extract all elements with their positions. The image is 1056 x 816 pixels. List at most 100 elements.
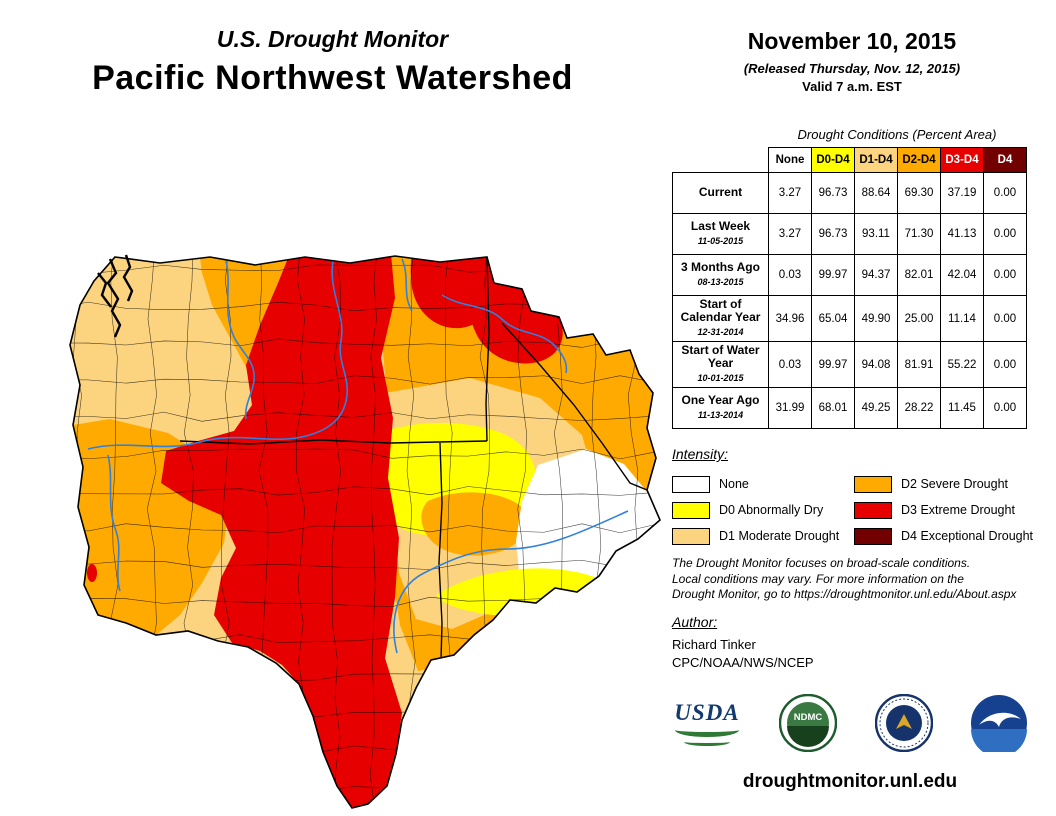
- value-cell: 71.30: [897, 213, 941, 255]
- row-label-date: 10-01-2015: [697, 373, 744, 383]
- usda-logo: USDA: [672, 700, 742, 746]
- disclaimer-line: Local conditions may vary. For more info…: [672, 571, 964, 586]
- agency-logos: USDA NDMC: [668, 694, 1032, 752]
- col-header-d2d4: D2-D4: [897, 147, 941, 173]
- col-header-d4: D4: [983, 147, 1027, 173]
- legend-item-d4: D4 Exceptional Drought: [854, 523, 1034, 549]
- value-cell: 0.00: [983, 295, 1027, 342]
- legend-swatch-d0: [672, 501, 710, 519]
- legend-swatch-d1: [672, 527, 710, 545]
- row-label: Start of Water Year 10-01-2015: [672, 341, 769, 388]
- value-cell: 3.27: [768, 172, 812, 214]
- value-cell: 0.00: [983, 213, 1027, 255]
- disclaimer-line: The Drought Monitor focuses on broad-sca…: [672, 556, 971, 570]
- value-cell: 94.08: [854, 341, 898, 388]
- noaa-sea: [970, 729, 1027, 752]
- value-cell: 25.00: [897, 295, 941, 342]
- value-cell: 49.25: [854, 387, 898, 429]
- table-caption: Drought Conditions (Percent Area): [797, 127, 997, 142]
- report-date: November 10, 2015: [747, 28, 957, 54]
- author-org: CPC/NOAA/NWS/NCEP: [672, 655, 814, 670]
- value-cell: 88.64: [854, 172, 898, 214]
- commerce-seal-logo: [874, 694, 933, 752]
- noaa-gull-icon: [978, 712, 1021, 727]
- valid-time: Valid 7 a.m. EST: [802, 79, 902, 94]
- value-cell: 96.73: [811, 213, 855, 255]
- disclaimer-text: The Drought Monitor focuses on broad-sca…: [672, 556, 1034, 603]
- row-label-date: 12-31-2014: [697, 327, 744, 337]
- col-header-d1d4: D1-D4: [854, 147, 898, 173]
- puget-sound-icon: [97, 254, 134, 338]
- commerce-ring-text: [879, 698, 929, 748]
- ndmc-ground: [787, 726, 830, 747]
- value-cell: 82.01: [897, 254, 941, 296]
- drought-map: [69, 254, 661, 809]
- table-header-row: None D0-D4 D1-D4 D2-D4 D3-D4 D4: [672, 147, 1027, 173]
- value-cell: 11.14: [940, 295, 984, 342]
- row-label-date: 08-13-2015: [697, 277, 744, 287]
- row-label-text: Last Week: [690, 219, 751, 233]
- monitor-title: U.S. Drought Monitor: [216, 26, 449, 52]
- value-cell: 93.11: [854, 213, 898, 255]
- map-region-none-southeast: [516, 449, 660, 603]
- value-cell: 3.27: [768, 213, 812, 255]
- value-cell: 42.04: [940, 254, 984, 296]
- drought-conditions-table: None D0-D4 D1-D4 D2-D4 D3-D4 D4 Current …: [672, 147, 1027, 429]
- value-cell: 37.19: [940, 172, 984, 214]
- value-cell: 94.37: [854, 254, 898, 296]
- value-cell: 11.45: [940, 387, 984, 429]
- map-watershed-outline: [69, 255, 661, 809]
- legend-swatch-d2: [854, 475, 892, 493]
- table-row: One Year Ago 11-13-2014 31.99 68.01 49.2…: [672, 387, 1027, 429]
- legend-swatch-d4: [854, 527, 892, 545]
- table-row: Last Week 11-05-2015 3.27 96.73 93.11 71…: [672, 213, 1027, 255]
- row-label: Last Week 11-05-2015: [672, 213, 769, 255]
- table-row: Current 3.27 96.73 88.64 69.30 37.19 0.0…: [672, 172, 1027, 214]
- legend-swatch-d3: [854, 501, 892, 519]
- row-label: Start of Calendar Year 12-31-2014: [672, 295, 769, 342]
- table-row: 3 Months Ago 08-13-2015 0.03 99.97 94.37…: [672, 254, 1027, 296]
- row-label-text: Current: [698, 184, 743, 199]
- title-block: U.S. Drought Monitor Pacific Northwest W…: [35, 26, 630, 98]
- map-region-d3-coast-dot: [87, 564, 97, 582]
- col-header-d3d4: D3-D4: [940, 147, 984, 173]
- map-region-d3-central: [161, 256, 402, 808]
- col-header-none: None: [768, 147, 812, 173]
- legend-item-d0: D0 Abnormally Dry: [672, 497, 854, 523]
- legend-item-d3: D3 Extreme Drought: [854, 497, 1034, 523]
- value-cell: 96.73: [811, 172, 855, 214]
- value-cell: 41.13: [940, 213, 984, 255]
- table-corner-cell: [672, 147, 769, 173]
- map-state-lines: [179, 256, 648, 661]
- legend-item-d2: D2 Severe Drought: [854, 471, 1034, 497]
- legend-item-d1: D1 Moderate Drought: [672, 523, 854, 549]
- table-row: Start of Water Year 10-01-2015 0.03 99.9…: [672, 341, 1027, 388]
- value-cell: 0.00: [983, 387, 1027, 429]
- value-cell: 68.01: [811, 387, 855, 429]
- commerce-eagle-icon: [895, 714, 912, 729]
- ndmc-logo-text: NDMC: [794, 712, 823, 723]
- value-cell: 0.00: [983, 172, 1027, 214]
- row-label: One Year Ago 11-13-2014: [672, 387, 769, 429]
- noaa-logo: [970, 695, 1027, 752]
- legend-grid: None D0 Abnormally Dry D1 Moderate Droug…: [672, 471, 1034, 549]
- row-label-text: 3 Months Ago: [681, 260, 760, 274]
- disclaimer-line: Drought Monitor, go to https://droughtmo…: [672, 587, 1017, 601]
- value-cell: 0.03: [768, 254, 812, 296]
- value-cell: 0.03: [768, 341, 812, 388]
- row-label-date: 11-13-2014: [697, 410, 744, 420]
- value-cell: 0.00: [983, 341, 1027, 388]
- row-label-text: Start of Calendar Year: [680, 297, 761, 324]
- value-cell: 28.22: [897, 387, 941, 429]
- table-row: Start of Calendar Year 12-31-2014 34.96 …: [672, 295, 1027, 342]
- region-title: Pacific Northwest Watershed: [92, 59, 573, 97]
- author-block: Author: Richard Tinker CPC/NOAA/NWS/NCEP: [672, 614, 814, 670]
- value-cell: 81.91: [897, 341, 941, 388]
- row-label: Current: [672, 172, 769, 214]
- usda-swoosh: [684, 738, 730, 746]
- usda-swoosh: [675, 723, 739, 737]
- row-label-date: 11-05-2015: [697, 236, 744, 246]
- usda-logo-text: USDA: [674, 700, 740, 725]
- value-cell: 69.30: [897, 172, 941, 214]
